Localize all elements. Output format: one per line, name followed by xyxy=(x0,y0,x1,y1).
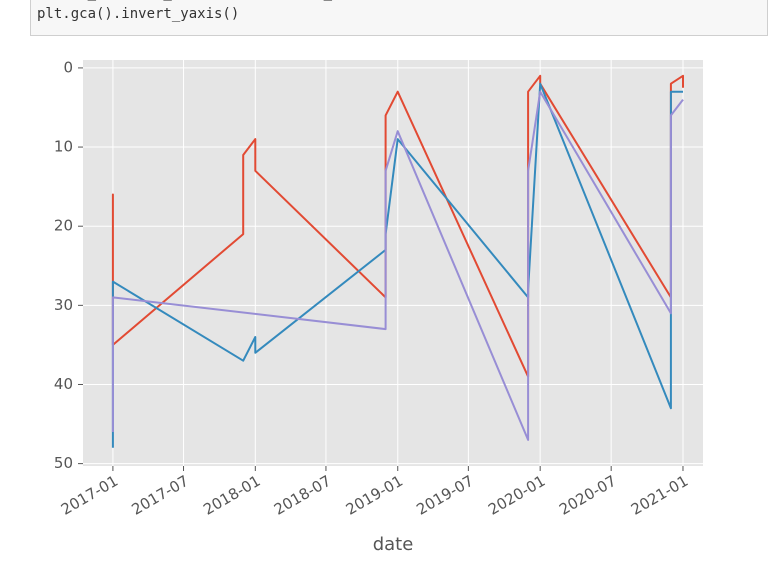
y-tick-label: 40 xyxy=(54,375,73,393)
code-cell[interactable]: jingle_bell.set_index('date').sort_index… xyxy=(30,0,768,36)
x-tick-label: 2017-01 xyxy=(58,472,121,519)
y-tick-label: 10 xyxy=(54,138,73,156)
y-tick-label: 30 xyxy=(54,296,73,314)
x-tick-label: 2021-01 xyxy=(628,472,691,519)
x-tick-label: 2019-01 xyxy=(343,472,406,519)
x-tick-label: 2020-07 xyxy=(556,472,619,519)
y-tick-label: 0 xyxy=(63,58,73,76)
code-line: jingle_bell.set_index('date').sort_index… xyxy=(37,0,761,4)
x-tick-label: 2019-07 xyxy=(413,472,476,519)
x-tick-label: 2018-01 xyxy=(200,472,263,519)
x-tick-label: 2020-01 xyxy=(485,472,548,519)
series-line xyxy=(111,82,683,448)
plot-background xyxy=(83,60,703,466)
x-tick-label: 2018-07 xyxy=(271,472,334,519)
series-line xyxy=(111,90,684,441)
x-tick-label: 2017-07 xyxy=(128,472,191,519)
code-line: plt.gca().invert_yaxis() xyxy=(37,6,240,22)
x-axis-label: date xyxy=(373,534,414,555)
y-tick-label: 20 xyxy=(54,217,73,235)
y-tick-label: 50 xyxy=(54,454,73,472)
